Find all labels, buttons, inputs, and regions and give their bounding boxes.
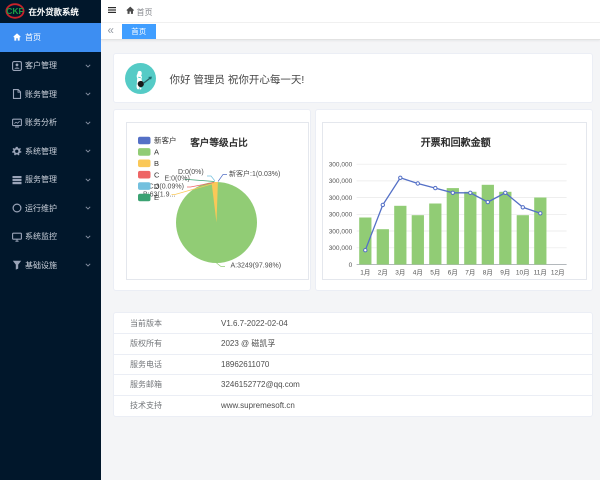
svg-text:0: 0 xyxy=(349,261,353,268)
svg-text:C:3(0.09%): C:3(0.09%) xyxy=(148,183,183,190)
svg-text:5月: 5月 xyxy=(431,268,441,276)
svg-text:CKF: CKF xyxy=(6,6,23,16)
svg-text:B: B xyxy=(154,159,159,168)
svg-text:300,000: 300,000 xyxy=(329,228,353,235)
svg-text:开票和回款金额: 开票和回款金额 xyxy=(421,135,491,148)
svg-text:300,000: 300,000 xyxy=(329,194,353,201)
svg-text:12月: 12月 xyxy=(551,268,565,276)
svg-text:A: A xyxy=(154,147,159,156)
svg-text:D:0(0%): D:0(0%) xyxy=(178,169,204,176)
svg-text:B:63(1.9...: B:63(1.9... xyxy=(143,191,175,198)
svg-text:300,000: 300,000 xyxy=(329,178,353,185)
svg-text:8月: 8月 xyxy=(483,268,493,276)
svg-text:新客户: 新客户 xyxy=(154,135,177,145)
svg-text:C: C xyxy=(154,170,160,179)
svg-text:7月: 7月 xyxy=(466,268,476,276)
svg-text:300,000: 300,000 xyxy=(329,245,353,252)
svg-text:E: E xyxy=(154,193,159,202)
svg-text:11月: 11月 xyxy=(534,268,547,276)
svg-text:9月: 9月 xyxy=(501,268,511,276)
svg-text:300,000: 300,000 xyxy=(329,161,353,168)
svg-text:10月: 10月 xyxy=(516,268,530,276)
svg-text:客户等级占比: 客户等级占比 xyxy=(189,137,248,149)
svg-text:300,000: 300,000 xyxy=(329,211,353,218)
svg-text:E:0(0%): E:0(0%) xyxy=(164,175,189,182)
svg-text:6月: 6月 xyxy=(448,268,458,276)
svg-text:A:3249(97.98%): A:3249(97.98%) xyxy=(230,262,281,269)
svg-text:新客户:1(0.03%): 新客户:1(0.03%) xyxy=(229,168,280,177)
svg-text:2月: 2月 xyxy=(378,268,388,276)
svg-text:3月: 3月 xyxy=(396,268,406,276)
svg-text:D: D xyxy=(154,181,160,190)
svg-text:1月: 1月 xyxy=(361,268,371,276)
svg-text:4月: 4月 xyxy=(413,268,423,276)
